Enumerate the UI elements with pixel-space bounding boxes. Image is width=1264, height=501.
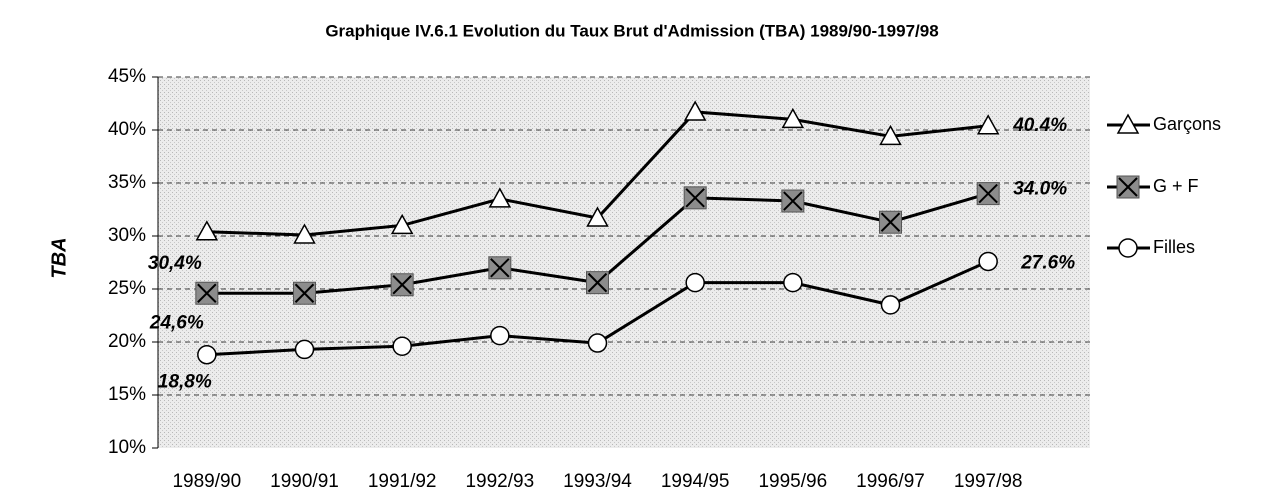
marker xyxy=(195,281,219,305)
y-tick-label: 45% xyxy=(108,66,146,87)
marker-part xyxy=(685,188,705,208)
legend-label: G + F xyxy=(1153,176,1199,196)
marker xyxy=(390,273,414,297)
x-tick-label: 1993/94 xyxy=(563,471,632,492)
marker xyxy=(685,272,705,293)
x-tick-label: 1995/96 xyxy=(758,471,827,492)
data-label: 24,6% xyxy=(149,312,204,333)
marker xyxy=(390,213,414,235)
marker xyxy=(586,271,609,295)
x-tick-label: 1997/98 xyxy=(954,471,1023,492)
marker xyxy=(879,124,902,146)
data-label: 34.0% xyxy=(1013,179,1067,200)
marker xyxy=(978,251,998,272)
marker xyxy=(294,339,315,360)
marker-part xyxy=(587,272,608,293)
marker-part xyxy=(197,283,217,303)
x-tick-label: 1990/91 xyxy=(270,471,339,492)
x-tick-label: 1989/90 xyxy=(172,471,241,492)
data-label: 27.6% xyxy=(1020,252,1075,273)
legend-label: Garçons xyxy=(1153,114,1221,134)
y-tick-label: 10% xyxy=(108,437,146,458)
data-label: 30,4% xyxy=(148,253,202,274)
x-tick-label: 1996/97 xyxy=(856,471,925,492)
marker-part xyxy=(783,191,803,211)
marker-part xyxy=(880,212,901,232)
marker xyxy=(392,336,412,356)
y-tick-label: 25% xyxy=(108,278,146,299)
marker-part xyxy=(978,183,998,204)
marker xyxy=(781,189,805,213)
marker xyxy=(683,100,707,121)
legend-label: Filles xyxy=(1153,237,1195,257)
marker xyxy=(587,333,608,353)
marker-part xyxy=(392,275,412,295)
x-tick-label: 1991/92 xyxy=(368,471,437,492)
marker xyxy=(683,186,707,210)
y-tick-label: 15% xyxy=(108,384,146,405)
marker xyxy=(488,256,512,280)
chart-title: Graphique IV.6.1 Evolution du Taux Brut … xyxy=(325,21,938,40)
marker xyxy=(880,295,901,315)
y-tick-label: 35% xyxy=(108,172,146,193)
plot-area xyxy=(158,77,1090,448)
marker xyxy=(490,325,510,346)
marker-part xyxy=(294,283,315,303)
x-tick-label: 1994/95 xyxy=(661,471,730,492)
marker xyxy=(879,210,902,234)
data-label: 18,8% xyxy=(158,372,212,393)
marker xyxy=(781,107,805,129)
marker-part xyxy=(1118,177,1138,197)
marker xyxy=(586,206,609,227)
marker xyxy=(293,281,316,305)
legend-marker xyxy=(1116,113,1140,134)
y-tick-label: 20% xyxy=(108,331,146,352)
legend-marker xyxy=(1116,175,1140,199)
y-axis-title: TBA xyxy=(48,237,70,278)
marker-part xyxy=(490,258,510,278)
marker xyxy=(293,223,316,244)
marker xyxy=(976,114,1000,135)
x-tick-label: 1992/93 xyxy=(465,471,534,492)
marker xyxy=(976,182,1000,206)
marker xyxy=(488,187,512,208)
marker xyxy=(197,344,217,365)
legend-marker xyxy=(1118,238,1138,258)
marker xyxy=(783,272,803,293)
data-label: 40.4% xyxy=(1012,115,1067,136)
y-tick-label: 30% xyxy=(108,225,146,246)
marker xyxy=(195,220,219,241)
y-tick-label: 40% xyxy=(108,119,146,140)
